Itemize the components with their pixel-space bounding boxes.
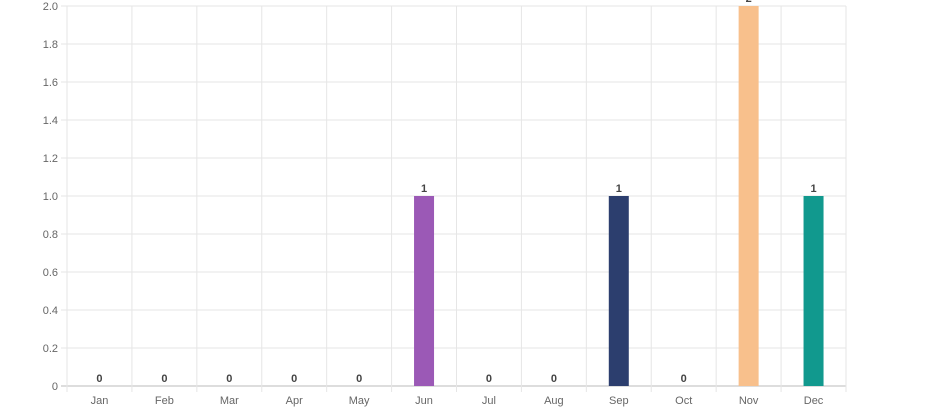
data-label: 1 — [421, 183, 427, 195]
x-tick-label: Nov — [739, 395, 759, 407]
data-label: 0 — [226, 373, 232, 385]
y-tick-label: 1.0 — [43, 191, 58, 203]
y-tick-label: 0.4 — [43, 305, 58, 317]
y-tick-label: 0.6 — [43, 267, 58, 279]
x-tick-label: Apr — [286, 395, 303, 407]
y-tick-label: 1.2 — [43, 153, 58, 165]
bar-nov[interactable] — [738, 6, 759, 386]
data-labels: 0 0 0 0 0 1 0 0 1 0 2 1 — [96, 0, 816, 385]
y-tick-label: 0 — [52, 381, 58, 393]
y-tick-label: 2.0 — [43, 1, 58, 13]
x-tick-label: Jul — [482, 395, 496, 407]
bars — [414, 6, 824, 386]
x-tick-label: May — [349, 395, 370, 407]
data-label: 0 — [486, 373, 492, 385]
x-axis: Jan Feb Mar Apr May Jun Jul Aug Sep Oct Nov Dec — [91, 395, 824, 407]
grid-lines — [61, 5, 847, 392]
data-label: 1 — [810, 183, 816, 195]
data-label: 0 — [681, 373, 687, 385]
x-tick-label: Jan — [91, 395, 109, 407]
y-axis: 0 0.2 0.4 0.6 0.8 1.0 1.2 1.4 1.6 1.8 2.0 — [43, 1, 58, 393]
y-tick-label: 0.2 — [43, 343, 58, 355]
y-tick-label: 1.8 — [43, 39, 58, 51]
y-tick-label: 0.8 — [43, 229, 58, 241]
x-tick-label: Aug — [544, 395, 564, 407]
data-label: 2 — [746, 0, 752, 5]
data-label: 0 — [356, 373, 362, 385]
data-label: 0 — [291, 373, 297, 385]
x-tick-label: Jun — [415, 395, 433, 407]
x-tick-label: Sep — [609, 395, 629, 407]
data-label: 0 — [161, 373, 167, 385]
data-label: 1 — [616, 183, 622, 195]
x-tick-label: Feb — [155, 395, 174, 407]
bar-dec[interactable] — [803, 196, 824, 386]
data-label: 0 — [96, 373, 102, 385]
data-label: 0 — [551, 373, 557, 385]
x-tick-label: Dec — [804, 395, 824, 407]
bar-sep[interactable] — [608, 196, 629, 386]
x-tick-label: Oct — [675, 395, 692, 407]
x-tick-label: Mar — [220, 395, 239, 407]
y-tick-label: 1.4 — [43, 115, 58, 127]
bar-jun[interactable] — [414, 196, 435, 386]
y-tick-label: 1.6 — [43, 77, 58, 89]
